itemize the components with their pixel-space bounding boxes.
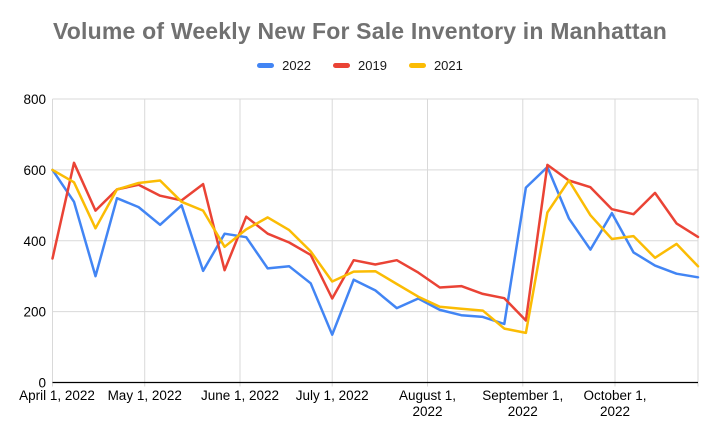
x-tick-label: September 1,	[482, 388, 563, 403]
y-tick-label: 600	[23, 163, 46, 178]
legend-item-2022[interactable]: 2022	[257, 58, 311, 73]
y-tick-label: 200	[23, 305, 46, 320]
legend-label-2019: 2019	[358, 58, 387, 73]
y-tick-label: 0	[38, 376, 46, 391]
series-line-2021	[51, 168, 700, 335]
y-tick-label: 800	[23, 92, 46, 107]
legend-swatch-2019	[333, 63, 351, 68]
chart-legend: 2022 2019 2021	[0, 58, 720, 73]
x-tick-label: April 1, 2022	[19, 388, 95, 403]
series-line-2022	[51, 165, 700, 336]
legend-item-2019[interactable]: 2019	[333, 58, 387, 73]
chart-title: Volume of Weekly New For Sale Inventory …	[52, 18, 668, 44]
x-tick-label: August 1,	[399, 388, 456, 403]
legend-label-2022: 2022	[282, 58, 312, 73]
legend-swatch-2022	[257, 63, 275, 68]
x-tick-label: May 1, 2022	[108, 388, 182, 403]
x-tick-label: July 1, 2022	[296, 388, 369, 403]
series-line-2019	[51, 161, 700, 322]
legend-swatch-2021	[408, 63, 426, 68]
x-tick-label: June 1, 2022	[201, 388, 279, 403]
y-tick-label: 400	[23, 234, 46, 249]
legend-item-2021[interactable]: 2021	[408, 58, 463, 73]
x-tick-label: 2022	[600, 404, 630, 419]
legend-label-2021: 2021	[433, 58, 463, 73]
x-tick-label: 2022	[508, 404, 538, 419]
x-tick-label: 2022	[412, 404, 442, 419]
x-tick-label: October 1,	[583, 388, 646, 403]
